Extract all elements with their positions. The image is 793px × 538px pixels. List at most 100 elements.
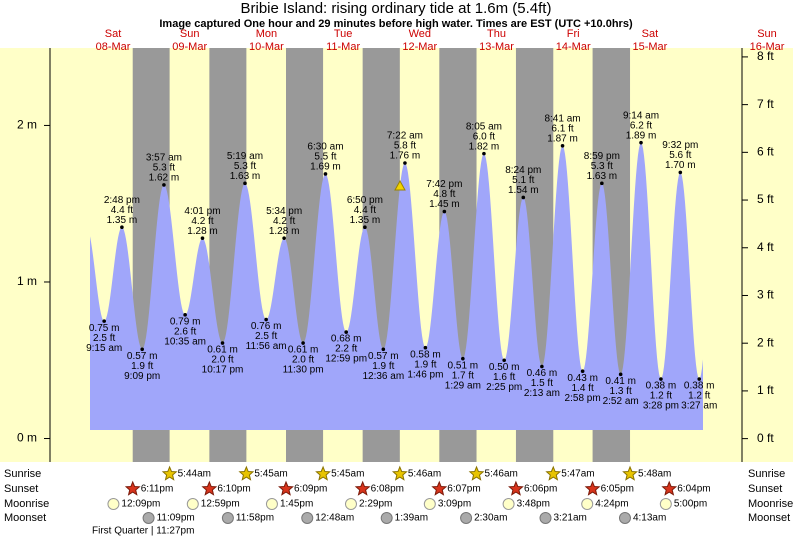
tide-height-m: 0.58 m: [410, 349, 441, 360]
moonrise-time: 3:09pm: [438, 499, 471, 510]
y2-tick-label: 7 ft: [757, 97, 774, 111]
tide-height-ft: 1.7 ft: [452, 370, 474, 381]
tide-height-ft: 5.3 ft: [591, 161, 613, 172]
tide-time: 2:58 pm: [565, 393, 601, 404]
tide-height-m: 1.35 m: [350, 215, 381, 226]
day-date: 13-Mar: [479, 41, 514, 53]
low-tide-point: [140, 347, 144, 352]
moonrise-time: 5:00pm: [674, 499, 707, 510]
sunset-time: 6:04pm: [677, 484, 710, 495]
sunrise-time: 5:48am: [638, 469, 671, 480]
tide-height-m: 1.87 m: [547, 133, 578, 144]
y2-tick-label: 6 ft: [757, 145, 774, 159]
moonrise-time: 12:09pm: [121, 499, 160, 510]
high-tide-point: [243, 181, 247, 186]
tide-height-ft: 5.5 ft: [314, 152, 336, 163]
tide-height-ft: 6.1 ft: [551, 123, 573, 134]
tide-height-ft: 6.2 ft: [630, 120, 652, 131]
tide-height-m: 0.61 m: [207, 345, 238, 356]
tide-height-m: 1.63 m: [230, 171, 261, 182]
tide-height-m: 0.38 m: [646, 381, 677, 392]
tide-height-m: 0.57 m: [127, 351, 158, 362]
moonrise-icon: [659, 498, 672, 510]
sunset-icon: [508, 480, 524, 496]
sunrise-time: 5:44am: [178, 469, 211, 480]
tide-area: [90, 142, 703, 430]
tide-time: 4:01 pm: [184, 206, 220, 217]
tide-height-ft: 2.0 ft: [292, 355, 314, 366]
high-tide-point: [162, 183, 166, 187]
low-tide-point: [102, 319, 106, 323]
row-label: Moonrise: [748, 498, 793, 510]
moonset-time: 1:39am: [395, 513, 428, 524]
tide-height-ft: 5.8 ft: [394, 141, 416, 152]
tide-height-ft: 1.9 ft: [131, 361, 153, 372]
sunrise-time: 5:46am: [408, 469, 441, 480]
tide-time: 10:17 pm: [202, 365, 244, 376]
tide-time: 3:27 am: [681, 401, 717, 412]
moonset-icon: [460, 512, 473, 524]
tide-time: 5:19 am: [227, 151, 263, 162]
tide-height-ft: 2.5 ft: [255, 331, 277, 342]
tide-height-m: 1.70 m: [665, 160, 696, 171]
y2-tick-label: 2 ft: [757, 335, 774, 349]
tide-height-m: 1.54 m: [508, 185, 539, 196]
tide-time: 1:46 pm: [407, 369, 443, 380]
tide-height-m: 1.28 m: [269, 226, 300, 237]
moonrise-time: 1:45pm: [280, 499, 313, 510]
high-tide-point: [282, 236, 286, 240]
low-tide-point: [220, 341, 225, 345]
low-tide-point: [618, 372, 623, 377]
tide-time: 2:25 pm: [486, 382, 522, 393]
sunrise-time: 5:45am: [331, 469, 364, 480]
moonrise-icon: [344, 498, 357, 510]
tide-height-ft: 2.6 ft: [174, 326, 196, 337]
sunset-icon: [124, 480, 141, 496]
tide-time: 6:30 am: [307, 142, 343, 153]
tide-time: 7:42 pm: [426, 179, 462, 190]
tide-time: 9:14 am: [623, 110, 659, 121]
low-tide-point: [183, 313, 187, 317]
high-tide-point: [403, 161, 407, 165]
tide-height-m: 0.46 m: [527, 368, 558, 379]
sunrise-time: 5:47am: [561, 469, 594, 480]
moonrise-icon: [502, 498, 515, 510]
moonset-icon: [142, 512, 155, 524]
moonset-icon: [301, 512, 314, 524]
tide-time: 12:36 am: [362, 371, 404, 382]
low-tide-point: [301, 341, 305, 345]
sunrise-icon: [391, 465, 408, 481]
low-tide-point: [344, 330, 348, 334]
day-date: 09-Mar: [172, 41, 207, 53]
tide-time: 2:13 am: [524, 388, 560, 399]
sunset-time: 6:06pm: [524, 484, 557, 495]
low-tide-point: [697, 377, 702, 381]
high-tide-point: [600, 181, 604, 186]
high-tide-point: [442, 209, 447, 214]
tide-time: 11:30 pm: [283, 365, 324, 376]
tide-height-ft: 6.0 ft: [473, 131, 495, 142]
low-tide-point: [461, 356, 465, 361]
sunset-icon: [354, 480, 371, 496]
moonset-time: 4:13am: [633, 513, 666, 524]
day-name: Tue: [334, 28, 353, 40]
tide-height-m: 0.51 m: [448, 360, 479, 371]
tide-height-ft: 2.5 ft: [93, 333, 115, 344]
tide-height-m: 1.35 m: [107, 215, 138, 226]
tide-height-ft: 5.3 ft: [153, 163, 175, 174]
moonrise-time: 4:24pm: [595, 499, 628, 510]
tide-height-ft: 5.1 ft: [512, 175, 534, 186]
sunrise-time: 5:46am: [485, 469, 518, 480]
sunset-time: 6:07pm: [447, 484, 480, 495]
tide-time: 3:57 am: [146, 153, 182, 164]
tide-height-m: 0.79 m: [170, 316, 201, 327]
tide-height-ft: 1.2 ft: [688, 391, 710, 402]
tide-height-ft: 2.2 ft: [335, 344, 357, 355]
tide-height-m: 0.57 m: [368, 351, 399, 362]
sunset-icon: [201, 480, 218, 496]
tide-time: 11:56 am: [246, 341, 287, 352]
sunset-icon: [584, 480, 601, 496]
tide-height-m: 0.75 m: [89, 323, 120, 334]
tide-time: 5:34 pm: [266, 206, 302, 217]
